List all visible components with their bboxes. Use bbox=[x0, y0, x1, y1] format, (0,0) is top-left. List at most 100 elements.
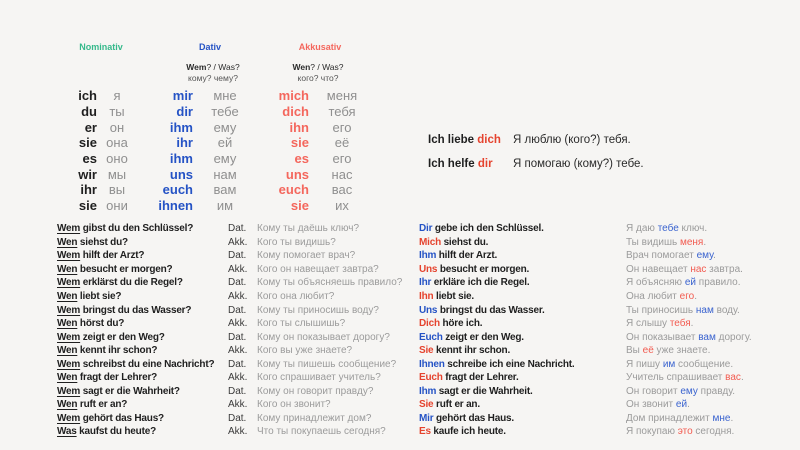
akkusativ-de: uns bbox=[285, 166, 309, 182]
question-german: Wen liebt sie? bbox=[57, 291, 228, 302]
dativ-de: mir bbox=[172, 88, 193, 104]
answer-russian-pronoun: нас bbox=[690, 263, 707, 275]
question-answer-row: Wem erklärst du die Regel? Dat. Кому ты … bbox=[57, 276, 795, 290]
answer-rest: sagt er die Wahrheit. bbox=[436, 385, 533, 397]
question-russian: Кому он говорит правду? bbox=[257, 385, 374, 397]
example-sentence: Ich liebe dich Я люблю (кого?) тебя. bbox=[428, 128, 644, 152]
question-russian: Кому ты объясняешь правило? bbox=[257, 277, 403, 289]
answer-rest: erkläre ich die Regel. bbox=[431, 277, 530, 289]
case-label: Dat. bbox=[228, 277, 247, 289]
akkusativ-de: es bbox=[294, 151, 309, 167]
answer-pronoun: Ihn bbox=[419, 291, 434, 302]
answer-pronoun: Ihm bbox=[419, 250, 437, 262]
answer-rest: besucht er morgen. bbox=[437, 263, 530, 275]
nominativ-de: ich bbox=[78, 88, 97, 104]
answer-russian-post: . bbox=[694, 291, 697, 302]
dativ-ru: вам bbox=[213, 182, 237, 198]
answer-russian-pronoun: тебе bbox=[657, 223, 679, 235]
question-interrogative: Was bbox=[57, 426, 77, 438]
column-header-dativ: Dativ bbox=[198, 42, 222, 52]
answer-russian-pre: Я объясняю bbox=[626, 277, 685, 289]
nominativ-de: du bbox=[81, 104, 97, 120]
answer-russian-pronoun: меня bbox=[679, 236, 704, 248]
answer-russian: Врач помогает ему. bbox=[626, 250, 795, 261]
answer-russian-post: правду. bbox=[697, 385, 736, 397]
question-german: Wen hörst du? bbox=[57, 318, 228, 329]
akkusativ-ru: её bbox=[334, 135, 350, 151]
question-rest: gibst du den Schlüssel? bbox=[80, 223, 194, 235]
answer-german: Uns besucht er morgen. bbox=[419, 264, 626, 275]
answer-russian-pre: Я даю bbox=[626, 223, 658, 235]
dativ-question-word-rest: ? / Was? bbox=[206, 62, 240, 72]
answer-german: Euch zeigt er den Weg. bbox=[419, 332, 626, 343]
answer-pronoun: Ihm bbox=[419, 385, 437, 397]
nominativ-ru: ты bbox=[109, 104, 125, 120]
pronoun-row: es оно ihm ему es его bbox=[57, 151, 375, 167]
dativ-de: ihnen bbox=[158, 198, 193, 214]
dativ-ru: мне bbox=[213, 88, 237, 104]
answer-german: Sie kennt ihr schon. bbox=[419, 345, 626, 356]
question-rest: liebt sie? bbox=[77, 291, 122, 302]
case-label: Akk. bbox=[228, 236, 248, 248]
answer-german: Mir gehört das Haus. bbox=[419, 413, 626, 424]
question-german: Wem bringst du das Wasser? bbox=[57, 305, 228, 316]
answer-russian-pre: Ты видишь bbox=[626, 236, 680, 248]
example-german: Ich liebe dich bbox=[428, 134, 513, 146]
question-german: Wem sagt er die Wahrheit? bbox=[57, 386, 228, 397]
question-russian: Кого она любит? bbox=[257, 291, 335, 302]
case-label: Akk. bbox=[228, 372, 248, 384]
answer-russian-pre: Она любит bbox=[626, 291, 680, 302]
nominativ-ru: вы bbox=[108, 182, 126, 198]
question-russian: Кому ты даёшь ключ? bbox=[257, 223, 360, 235]
example-russian: Я помогаю (кому?) тебе. bbox=[513, 158, 644, 170]
answer-russian-post: завтра. bbox=[706, 263, 743, 275]
question-russian: Кому он показывает дорогу? bbox=[257, 331, 390, 343]
example-sentences: Ich liebe dich Я люблю (кого?) тебя. Ich… bbox=[428, 128, 644, 176]
case-label: Dat. bbox=[228, 358, 247, 370]
question-rest: sagt er die Wahrheit? bbox=[80, 385, 180, 397]
answer-russian-pre: Он навещает bbox=[626, 263, 691, 275]
question-answer-row: Wen siehst du? Akk. Кого ты видишь? Mich… bbox=[57, 236, 795, 250]
answer-russian: Я покупаю это сегодня. bbox=[626, 426, 795, 437]
question-answer-row: Wem schreibst du eine Nachricht? Dat. Ко… bbox=[57, 357, 795, 371]
answer-german: Ihr erkläre ich die Regel. bbox=[419, 277, 626, 288]
nominativ-de: wir bbox=[78, 166, 97, 182]
nominativ-ru: я bbox=[113, 88, 121, 104]
dativ-question-word-bold: Wem bbox=[186, 62, 207, 72]
akkusativ-de: mich bbox=[278, 88, 309, 104]
answer-rest: siehst du. bbox=[440, 236, 489, 248]
question-german: Wen siehst du? bbox=[57, 237, 228, 248]
answer-rest: schreibe ich eine Nachricht. bbox=[444, 358, 575, 370]
pronoun-row: sie они ihnen им sie их bbox=[57, 198, 375, 214]
case-label: Dat. bbox=[228, 304, 247, 316]
question-russian: Кого он звонит? bbox=[257, 399, 331, 411]
question-interrogative: Wem bbox=[57, 250, 81, 262]
dativ-de: ihm bbox=[169, 119, 193, 135]
answer-russian-post: ключ. bbox=[678, 223, 708, 235]
question-russian: Кого он навещает завтра? bbox=[257, 263, 379, 275]
dativ-ru: ей bbox=[217, 135, 233, 151]
question-interrogative: Wen bbox=[57, 372, 78, 384]
dativ-ru: ему bbox=[213, 119, 237, 135]
answer-russian-pronoun: это bbox=[677, 426, 693, 438]
answer-russian-post: . bbox=[687, 399, 690, 411]
answer-rest: zeigt er den Weg. bbox=[442, 331, 524, 343]
akkusativ-de: sie bbox=[290, 135, 309, 151]
question-russian: Кому принадлежит дом? bbox=[257, 412, 372, 424]
answer-russian: Она любит его. bbox=[626, 291, 795, 302]
case-label: Akk. bbox=[228, 291, 248, 302]
example-german-prefix: Ich helfe bbox=[428, 158, 475, 170]
question-german: Wen fragt der Lehrer? bbox=[57, 372, 228, 383]
nominativ-ru: он bbox=[109, 119, 125, 135]
answer-russian-pre: Учитель спрашивает bbox=[626, 372, 726, 384]
answer-russian-pre: Он показывает bbox=[626, 331, 699, 343]
answer-russian: Он говорит ему правду. bbox=[626, 386, 795, 397]
example-german-pronoun: dir bbox=[477, 158, 493, 170]
answer-german: Dir gebe ich den Schlüssel. bbox=[419, 223, 626, 234]
question-rest: fragt der Lehrer? bbox=[77, 372, 158, 384]
dativ-ru: нам bbox=[213, 166, 237, 182]
case-label: Dat. bbox=[228, 250, 247, 262]
question-german: Wem gehört das Haus? bbox=[57, 413, 228, 424]
question-german: Wem hilft der Arzt? bbox=[57, 250, 228, 261]
